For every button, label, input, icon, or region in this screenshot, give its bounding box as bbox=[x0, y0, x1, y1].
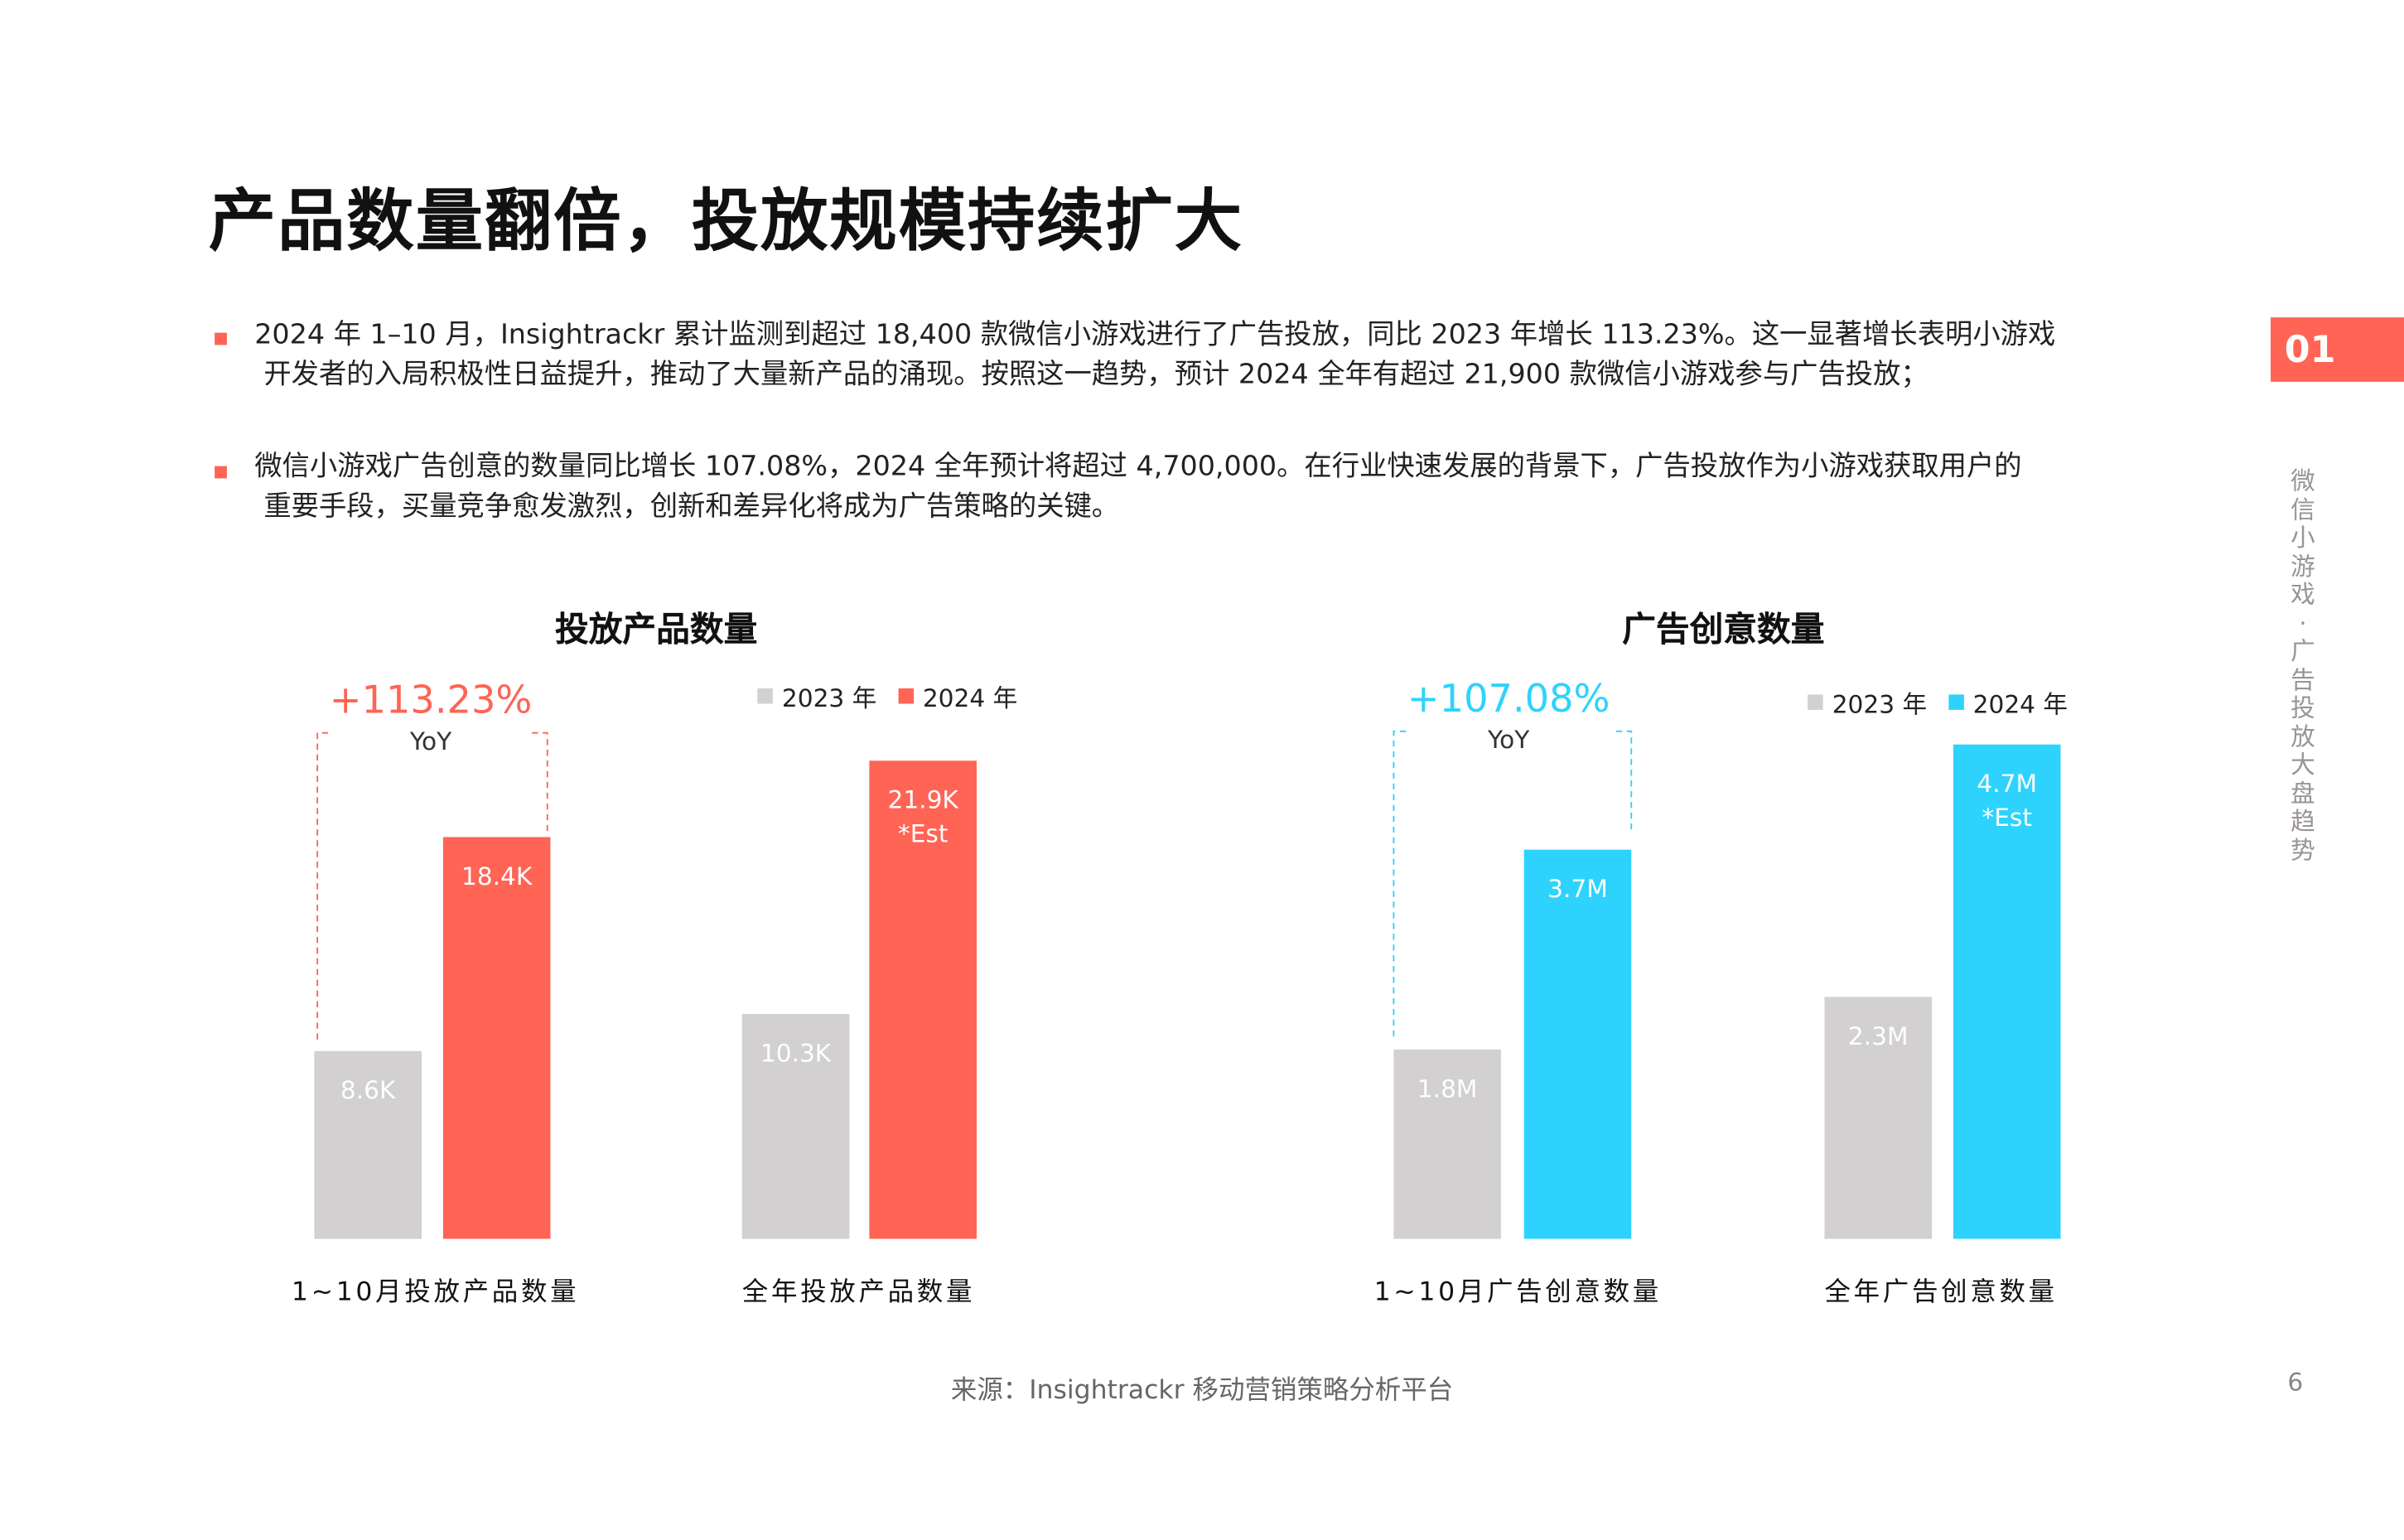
chart-2-legend: 2023 年 2024 年 bbox=[1808, 683, 2068, 720]
chart-2-bar-1-2023 bbox=[1393, 1049, 1501, 1239]
bullet-marker bbox=[215, 332, 227, 345]
legend-label-2023: 2023 年 bbox=[1832, 689, 1928, 720]
chart-1-category-2: 全年投放产品数量 bbox=[741, 1277, 976, 1308]
legend-label-2024: 2024 年 bbox=[922, 683, 1018, 713]
page-title: 产品数量翻倍，投放规模持续扩大 bbox=[208, 182, 1243, 261]
chart-2-category-2: 全年广告创意数量 bbox=[1824, 1277, 2058, 1308]
legend-label-2024: 2024 年 bbox=[1972, 689, 2069, 720]
bar-value-label: 3.7M bbox=[1547, 875, 1608, 903]
bar-value-label: 18.4K bbox=[461, 862, 533, 891]
bar-value-label: 8.6K bbox=[340, 1076, 397, 1104]
chart-2-category-1: 1~10月广告创意数量 bbox=[1373, 1277, 1662, 1308]
side-label: 微信小游戏·广告投放大盘趋势 bbox=[2291, 466, 2315, 864]
chart-1-bar-2-2023 bbox=[741, 1013, 850, 1239]
bullet-2-line-2: 重要手段，买量竞争愈发激烈，创新和差异化将成为广告策略的关键。 bbox=[263, 490, 1120, 524]
bar-value-label: 10.3K bbox=[760, 1039, 833, 1067]
chart-1-bar-2-2024 bbox=[869, 760, 977, 1239]
chart-2-bar-1-2024 bbox=[1523, 849, 1632, 1239]
chart-1-title: 投放产品数量 bbox=[554, 611, 758, 650]
bar-estimate-label: *Est bbox=[898, 819, 949, 847]
chart-2-title: 广告创意数量 bbox=[1622, 611, 1825, 650]
bullet-2-line-1: 微信小游戏广告创意的数量同比增长 107.08%，2024 全年预计将超过 4,… bbox=[254, 451, 2022, 484]
bar-value-label: 2.3M bbox=[1848, 1022, 1909, 1050]
chart-1-bar-1-2023 bbox=[314, 1050, 422, 1239]
bullet-paragraph-1: 2024 年 1–10 月，Insightrackr 累计监测到超过 18,40… bbox=[254, 316, 2094, 395]
bar-value-label: 1.8M bbox=[1417, 1074, 1478, 1103]
chart-2-yoy-value: +107.08% bbox=[1407, 676, 1610, 721]
section-tag: 01 bbox=[2271, 317, 2404, 382]
bullet-marker bbox=[215, 466, 227, 479]
chart-1-yoy-bracket bbox=[316, 731, 548, 1040]
legend-swatch-2023 bbox=[757, 688, 773, 704]
chart-2-bar-2-2024 bbox=[1953, 744, 2061, 1239]
bullet-paragraph-2: 微信小游戏广告创意的数量同比增长 107.08%，2024 全年预计将超过 4,… bbox=[254, 447, 2094, 527]
source-note: 来源：Insightrackr 移动营销策略分析平台 bbox=[950, 1375, 1454, 1407]
chart-1-category-1: 1~10月投放产品数量 bbox=[291, 1277, 580, 1308]
legend-swatch-2023 bbox=[1808, 694, 1823, 710]
bullet-1-line-1: 2024 年 1–10 月，Insightrackr 累计监测到超过 18,40… bbox=[254, 318, 2056, 351]
bar-value-label: 21.9K bbox=[888, 786, 960, 814]
bullet-1-line-2: 开发者的入局积极性日益提升，推动了大量新产品的涌现。按照这一趋势，预计 2024… bbox=[263, 359, 1929, 391]
legend-swatch-2024 bbox=[898, 688, 914, 704]
chart-2-yoy-bracket bbox=[1393, 730, 1633, 1037]
legend-swatch-2024 bbox=[1948, 694, 1964, 710]
chart-1-bar-1-2024 bbox=[442, 837, 551, 1239]
legend-label-2023: 2023 年 bbox=[781, 683, 877, 713]
chart-1-yoy-value: +113.23% bbox=[329, 678, 533, 722]
chart-1-legend: 2023 年 2024 年 bbox=[757, 678, 1017, 714]
chart-1-yoy-label: YoY bbox=[409, 727, 452, 756]
bar-estimate-label: *Est bbox=[1982, 804, 2032, 832]
bar-value-label: 4.7M bbox=[1977, 770, 2037, 798]
page-number: 6 bbox=[2287, 1367, 2304, 1398]
chart-2-bar-2-2023 bbox=[1824, 997, 1933, 1239]
chart-2-yoy-label: YoY bbox=[1487, 725, 1530, 755]
